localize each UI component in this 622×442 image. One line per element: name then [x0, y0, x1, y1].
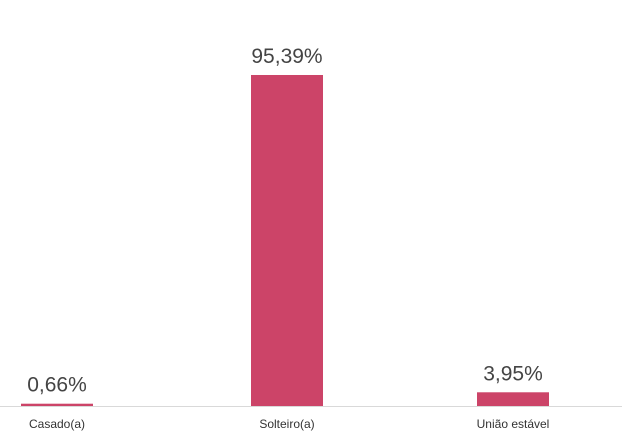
category-label-1: Solteiro(a)	[259, 417, 314, 431]
category-label-2: União estável	[477, 417, 550, 431]
category-label-0: Casado(a)	[29, 417, 85, 431]
bar-2	[477, 392, 549, 406]
data-label-1: 95,39%	[251, 45, 322, 68]
data-label-0: 0,66%	[27, 374, 87, 397]
bar-1	[251, 74, 323, 406]
data-label-2: 3,95%	[483, 362, 543, 385]
bar-0	[21, 403, 93, 406]
